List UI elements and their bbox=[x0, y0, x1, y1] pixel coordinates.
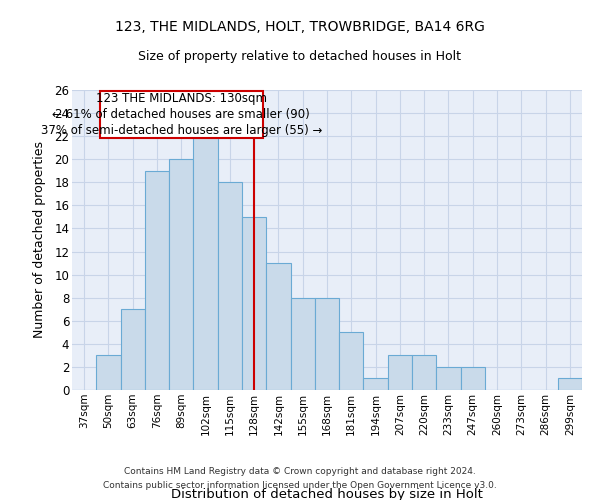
Y-axis label: Number of detached properties: Number of detached properties bbox=[33, 142, 46, 338]
Bar bbox=[145, 171, 169, 390]
Bar bbox=[169, 159, 193, 390]
Bar bbox=[412, 356, 436, 390]
Text: Size of property relative to detached houses in Holt: Size of property relative to detached ho… bbox=[139, 50, 461, 63]
Bar bbox=[436, 367, 461, 390]
Bar bbox=[339, 332, 364, 390]
Bar bbox=[315, 298, 339, 390]
Text: 37% of semi-detached houses are larger (55) →: 37% of semi-detached houses are larger (… bbox=[41, 124, 322, 137]
Text: Contains HM Land Registry data © Crown copyright and database right 2024.: Contains HM Land Registry data © Crown c… bbox=[124, 467, 476, 476]
Text: 123 THE MIDLANDS: 130sqm: 123 THE MIDLANDS: 130sqm bbox=[96, 92, 267, 104]
FancyBboxPatch shape bbox=[100, 91, 263, 138]
Bar bbox=[558, 378, 582, 390]
Text: 123, THE MIDLANDS, HOLT, TROWBRIDGE, BA14 6RG: 123, THE MIDLANDS, HOLT, TROWBRIDGE, BA1… bbox=[115, 20, 485, 34]
Bar bbox=[121, 309, 145, 390]
Bar bbox=[193, 136, 218, 390]
Bar bbox=[218, 182, 242, 390]
Text: ← 61% of detached houses are smaller (90): ← 61% of detached houses are smaller (90… bbox=[52, 108, 310, 120]
X-axis label: Distribution of detached houses by size in Holt: Distribution of detached houses by size … bbox=[171, 488, 483, 500]
Bar bbox=[266, 263, 290, 390]
Bar bbox=[364, 378, 388, 390]
Bar bbox=[242, 217, 266, 390]
Bar bbox=[290, 298, 315, 390]
Text: Contains public sector information licensed under the Open Government Licence v3: Contains public sector information licen… bbox=[103, 481, 497, 490]
Bar bbox=[461, 367, 485, 390]
Bar bbox=[96, 356, 121, 390]
Bar bbox=[388, 356, 412, 390]
